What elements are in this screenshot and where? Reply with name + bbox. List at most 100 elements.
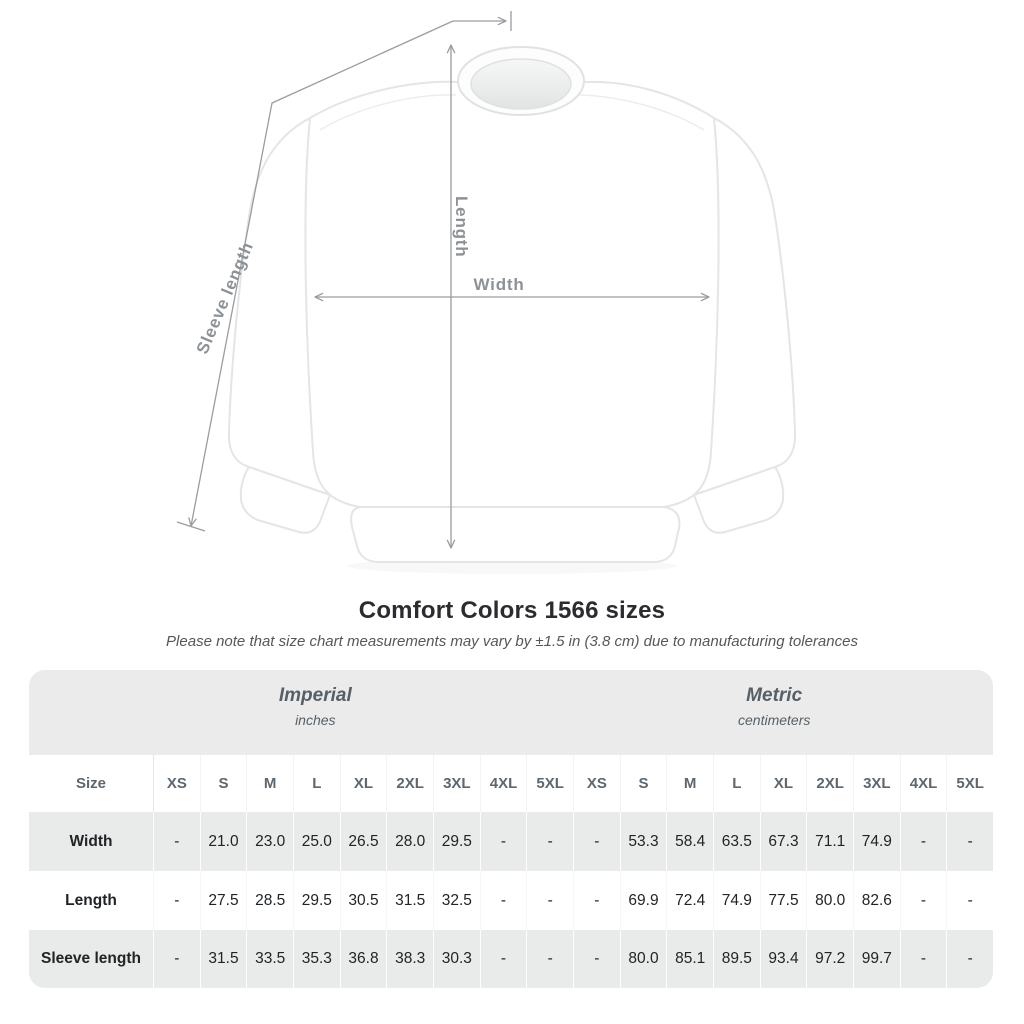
imperial-group-header: Imperial inches [279,685,352,728]
size-header-metric-xs: XS [573,755,620,812]
table-cell: 97.2 [806,930,853,988]
table-cell: 69.9 [620,871,667,930]
table-cell: - [900,871,947,930]
table-cell: 33.5 [246,930,293,988]
size-header-row: Size XS S M L XL 2XL 3XL 4XL 5XL XS S M … [29,755,993,812]
table-cell: 29.5 [433,812,480,871]
table-cell: 72.4 [666,871,713,930]
size-header-metric-l: L [713,755,760,812]
table-cell: 93.4 [759,930,807,988]
sweatshirt-outline [227,80,797,563]
size-header-imperial-4xl: 4XL [479,755,527,812]
unit-group-header: Imperial inches Metric centimeters [29,670,993,755]
table-cell: 89.5 [713,930,760,988]
sweatshirt-size-diagram: Length Width Sleeve length [176,11,797,563]
table-cell: 74.9 [853,812,900,871]
sleeve-length-arrow [176,11,512,532]
row-label: Sleeve length [41,950,141,967]
garment-body [304,80,720,508]
left-cuff [239,466,331,534]
table-row-width: Width - 21.0 23.0 25.0 26.5 28.0 29.5 - … [29,812,993,871]
row-label: Length [65,891,117,909]
size-header-imperial-l: L [293,755,340,812]
imperial-label: Imperial [278,685,352,706]
collar-inner [470,58,572,110]
table-cell: 28.5 [246,871,293,930]
table-cell: 30.5 [340,871,387,930]
table-cell: - [899,812,947,871]
size-header-metric-5xl: 5XL [946,755,993,812]
width-label: Width [473,275,524,294]
table-cell: 29.5 [293,871,340,930]
table-cell: 32.5 [433,871,480,930]
size-chart-table: Imperial inches Metric centimeters Size … [29,670,993,988]
size-header-metric-3xl: 3XL [853,755,900,812]
right-shoulder-seam [567,94,705,131]
size-header-imperial-s: S [199,755,247,812]
table-cell: - [153,930,200,988]
metric-label: Metric [746,685,803,706]
hem-band [350,506,681,563]
table-cell: - [526,871,573,930]
table-cell: 85.1 [666,930,713,988]
table-cell: - [573,812,620,871]
table-cell: 63.5 [713,812,760,871]
imperial-unit-label: inches [295,712,336,728]
table-cell: - [573,930,620,988]
table-cell: - [479,812,527,871]
size-header-metric-xl: XL [759,755,807,812]
table-cell: 26.5 [339,812,387,871]
size-header-metric-4xl: 4XL [899,755,947,812]
size-header-imperial-2xl: 2XL [386,755,433,812]
table-cell: 31.5 [386,871,433,930]
table-cell: - [899,930,947,988]
table-cell: - [153,812,200,871]
metric-unit-label: centimeters [737,712,811,728]
table-cell: - [153,871,200,930]
table-cell: - [526,812,573,871]
table-cell: - [946,812,993,871]
table-cell: - [573,871,620,930]
table-row-sleeve-length: Sleeve length - 31.5 33.5 35.3 36.8 38.3… [29,930,993,988]
size-header-metric-2xl: 2XL [806,755,853,812]
metric-group-header: Metric centimeters [738,685,810,728]
dimension-lines [176,11,710,549]
size-column-header: Size [75,775,106,792]
table-cell: 58.4 [666,812,713,871]
width-arrow [314,292,710,302]
size-header-imperial-xl: XL [339,755,387,812]
table-cell: 36.8 [339,930,387,988]
table-cell: - [480,871,527,930]
table-cell: 99.7 [853,930,900,988]
table-cell: 27.5 [200,871,247,930]
right-cuff [693,466,785,534]
table-cell: 30.3 [433,930,480,988]
size-header-metric-m: M [666,755,713,812]
length-label: Length [452,196,471,257]
table-cell: - [946,930,993,988]
sweatshirt-illustration: Length Width Sleeve length [176,11,797,563]
row-label: Width [69,832,113,850]
table-cell: 23.0 [246,812,293,871]
table-cell: 77.5 [760,871,807,930]
table-cell: 80.0 [619,930,667,988]
size-header-imperial-5xl: 5XL [526,755,573,812]
table-cell: - [479,930,527,988]
tolerance-note: Please note that size chart measurements… [166,633,858,650]
page-title: Comfort Colors 1566 sizes [358,597,666,624]
table-cell: 67.3 [759,812,807,871]
table-cell: 53.3 [619,812,667,871]
table-cell: 74.9 [713,871,760,930]
table-cell: 71.1 [806,812,853,871]
table-cell: 80.0 [806,871,853,930]
table-cell: 31.5 [199,930,247,988]
size-header-imperial-xs: XS [153,755,200,812]
table-cell: 21.0 [199,812,247,871]
size-header-imperial-3xl: 3XL [433,755,480,812]
size-header-imperial-m: M [246,755,293,812]
table-cell: 25.0 [293,812,340,871]
table-cell: 28.0 [386,812,433,871]
table-cell: - [946,871,993,930]
size-header-metric-s: S [619,755,667,812]
table-row-length: Length - 27.5 28.5 29.5 30.5 31.5 32.5 -… [29,871,993,930]
